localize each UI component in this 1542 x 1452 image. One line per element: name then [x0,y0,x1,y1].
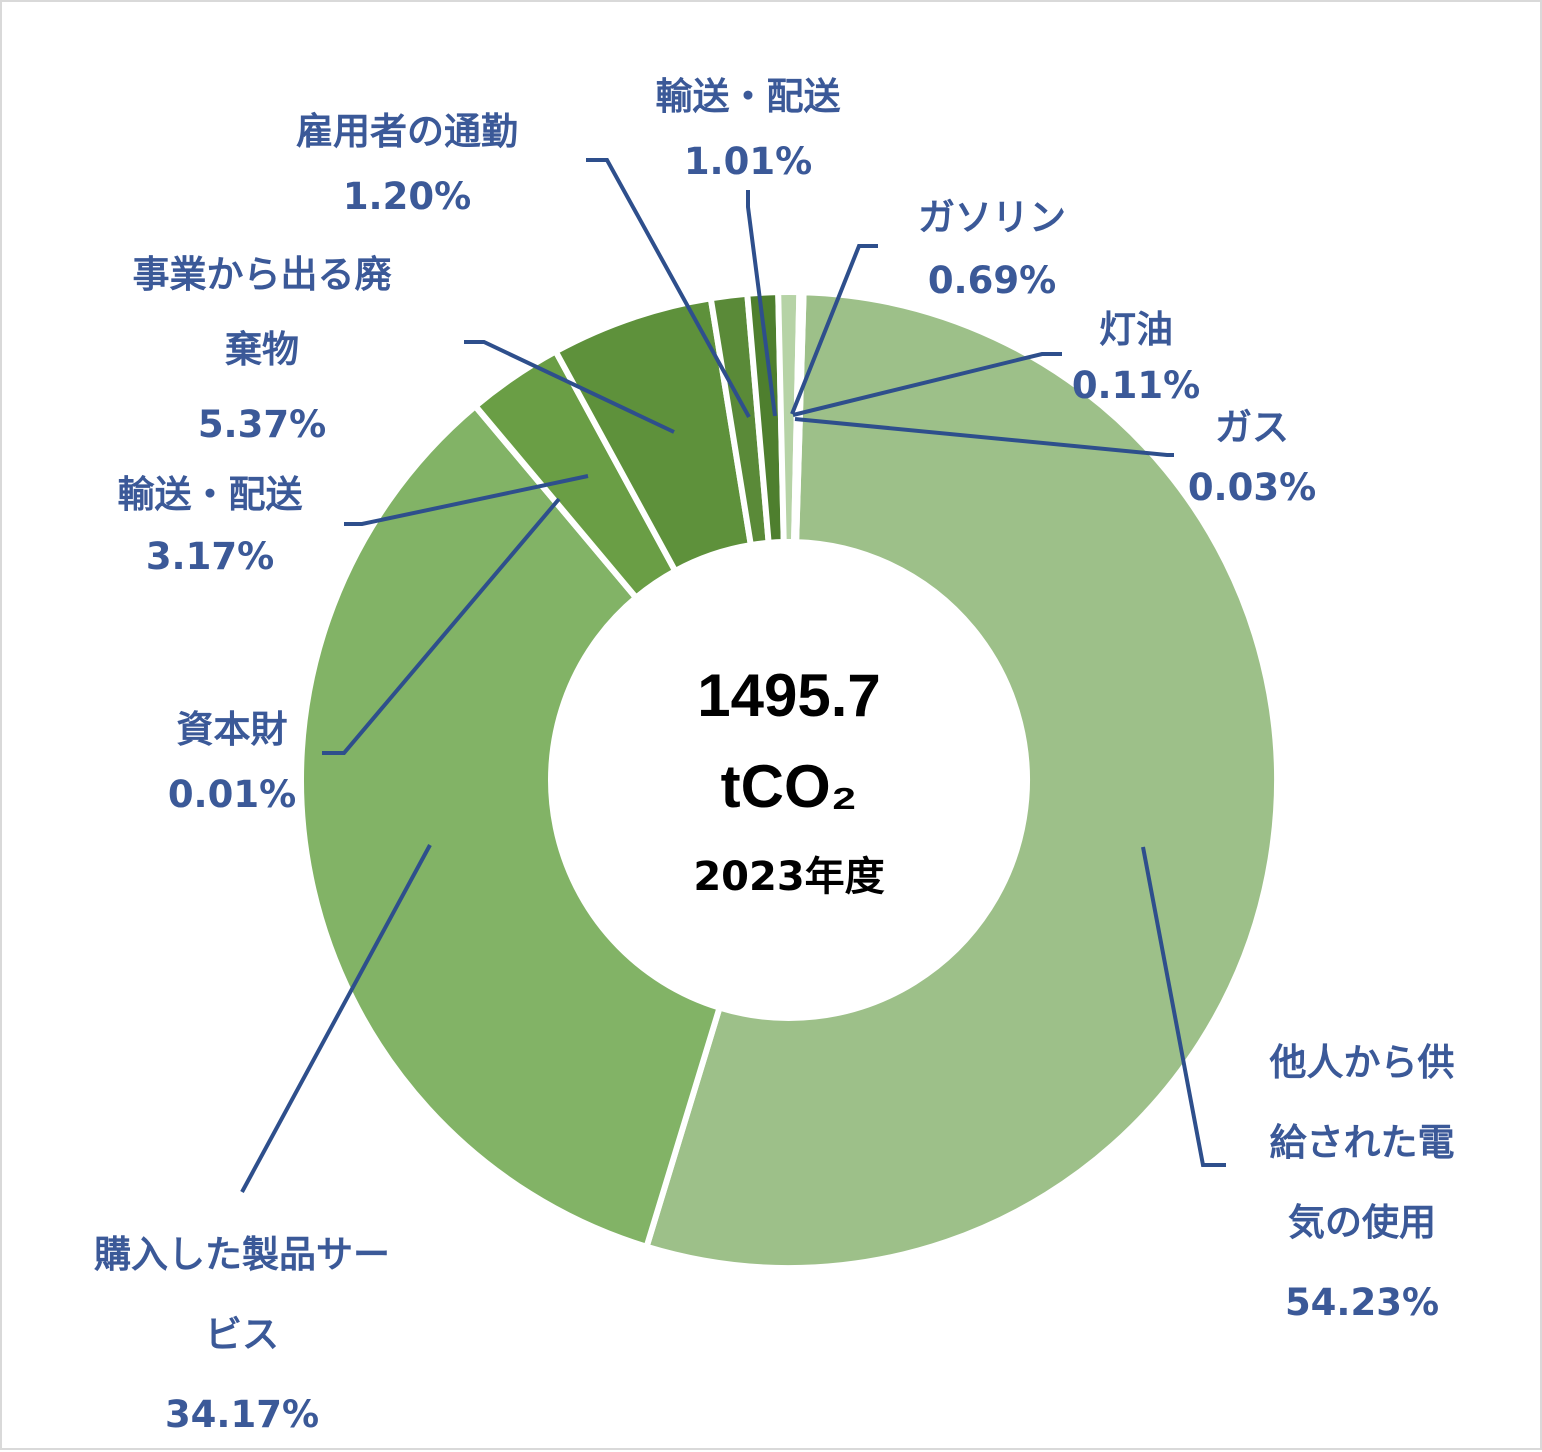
slice-label-5-line-0: 雇用者の通勤 [296,110,518,153]
leader-line-8 [792,352,1062,417]
leader-lines [240,158,1226,1193]
slice-label-8-line-0: 灯油 [1099,308,1173,351]
slice-label-0-line-0: 他人から供 [1269,1041,1455,1084]
leader-line-3 [344,474,589,526]
slice-percent-5: 1.20% [343,175,471,218]
slice-label-1-line-1: ビス [205,1313,279,1356]
leader-line-7 [790,244,878,415]
leader-line-0 [1141,846,1226,1167]
slice-percent-0: 54.23% [1285,1281,1439,1324]
slice-label-7-line-0: ガソリン [918,196,1066,239]
slice-percent-1: 34.17% [165,1393,319,1436]
slice-label-0-line-2: 気の使用 [1288,1201,1436,1244]
donut-slice-1 [298,401,724,1251]
leader-line-4 [464,340,675,434]
center-total: 1495.7 [697,662,881,729]
slice-label-9-line-0: ガス [1215,406,1289,449]
slice-percent-8: 0.11% [1072,364,1200,407]
donut-slice-0 [642,289,1280,1271]
leader-line-2 [322,497,561,755]
slice-percent-2: 0.01% [168,773,296,816]
donut-slice-9 [792,289,807,546]
center-unit: tCO₂ [721,753,858,820]
slice-percent-4: 5.37% [198,403,326,446]
center-label: 1495.7 tCO₂ 2023年度 [693,662,884,900]
slice-label-4-line-0: 事業から出る廃 [133,253,393,296]
slice-label-1-line-0: 購入した製品サー [94,1233,390,1276]
slice-label-0-line-1: 給された電 [1270,1121,1455,1164]
slice-label-4-line-1: 棄物 [225,328,299,371]
slice-label-3-line-0: 輸送・配送 [118,473,303,516]
slice-percent-6: 1.01% [684,140,812,183]
leader-line-1 [240,844,432,1193]
leader-line-9 [794,417,1174,457]
center-year: 2023年度 [693,854,884,900]
slice-percent-9: 0.03% [1188,466,1316,509]
leader-line-6 [746,190,777,417]
slice-label-2-line-0: 資本財 [177,708,288,751]
slice-percent-3: 3.17% [146,535,274,578]
leader-line-5 [586,158,751,418]
slice-percent-7: 0.69% [928,259,1056,302]
slice-label-6-line-0: 輸送・配送 [656,75,841,118]
